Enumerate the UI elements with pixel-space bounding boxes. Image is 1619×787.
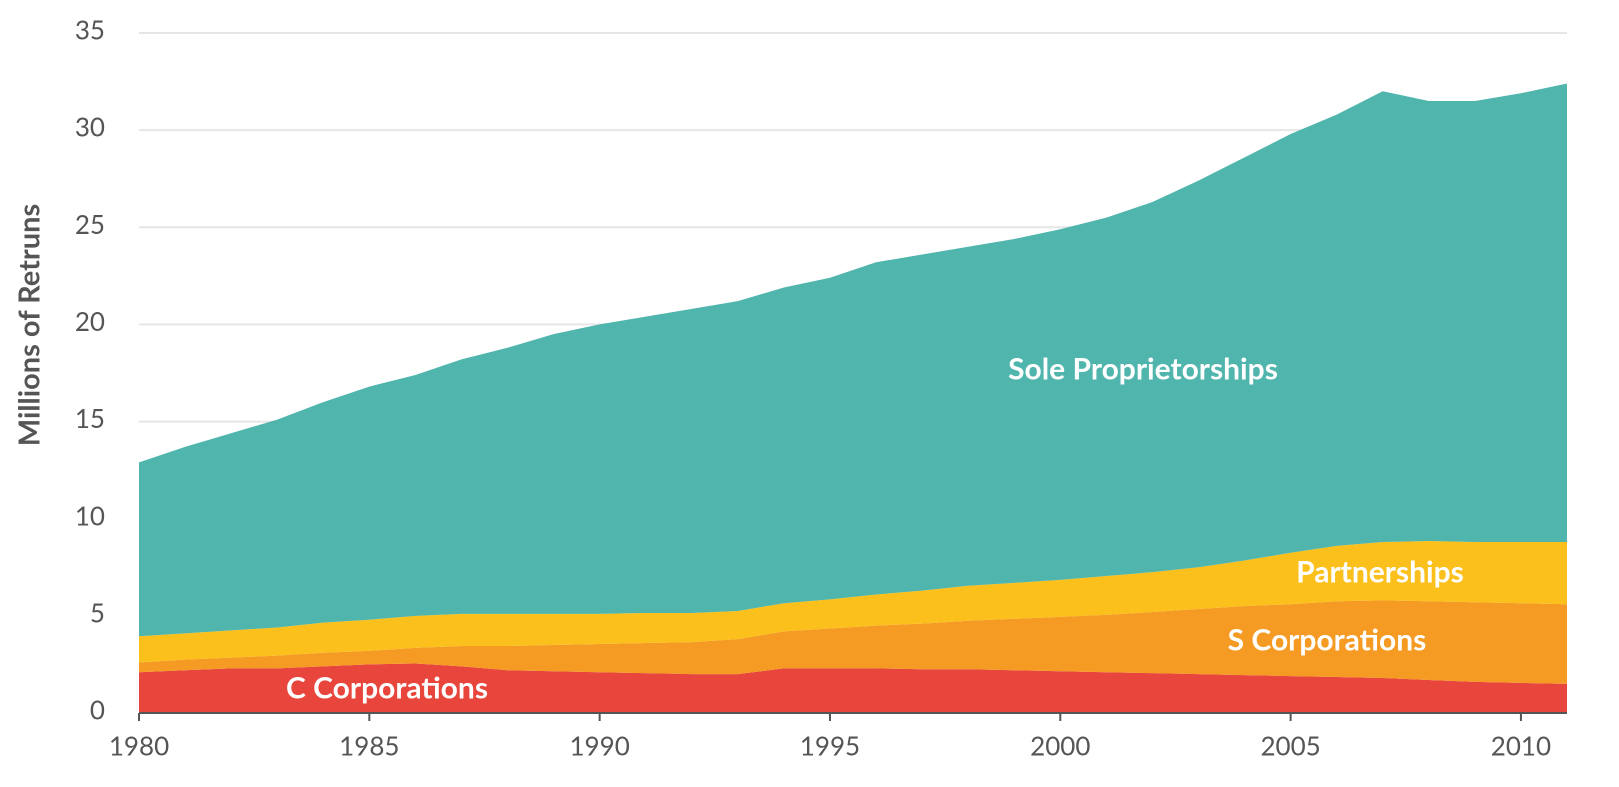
x-tick-label: 1995	[800, 730, 860, 762]
series-label: Partnerships	[1296, 554, 1464, 590]
x-tick-label: 2010	[1491, 730, 1551, 762]
y-tick-label: 10	[75, 499, 105, 531]
series-label: S Corporations	[1228, 622, 1427, 658]
area	[139, 600, 1567, 684]
y-tick-label: 25	[75, 208, 105, 240]
series-label: C Corporations	[286, 670, 488, 706]
y-tick-label: 20	[75, 305, 105, 337]
x-tick-label: 2000	[1030, 730, 1090, 762]
y-tick-label: 35	[75, 14, 105, 46]
y-tick-label: 0	[90, 694, 105, 726]
x-tick-label: 1985	[339, 730, 399, 762]
area	[139, 83, 1567, 637]
y-axis-title: Millions of Retruns	[11, 204, 46, 446]
series-label: Sole Proprietorships	[1008, 351, 1278, 387]
x-tick-label: 1980	[109, 730, 169, 762]
x-tick-label: 1990	[569, 730, 629, 762]
y-tick-label: 15	[75, 402, 105, 434]
x-tick-label: 2005	[1260, 730, 1320, 762]
area	[139, 663, 1567, 713]
y-tick-label: 30	[75, 111, 105, 143]
area	[139, 541, 1567, 663]
y-tick-label: 5	[90, 596, 105, 628]
